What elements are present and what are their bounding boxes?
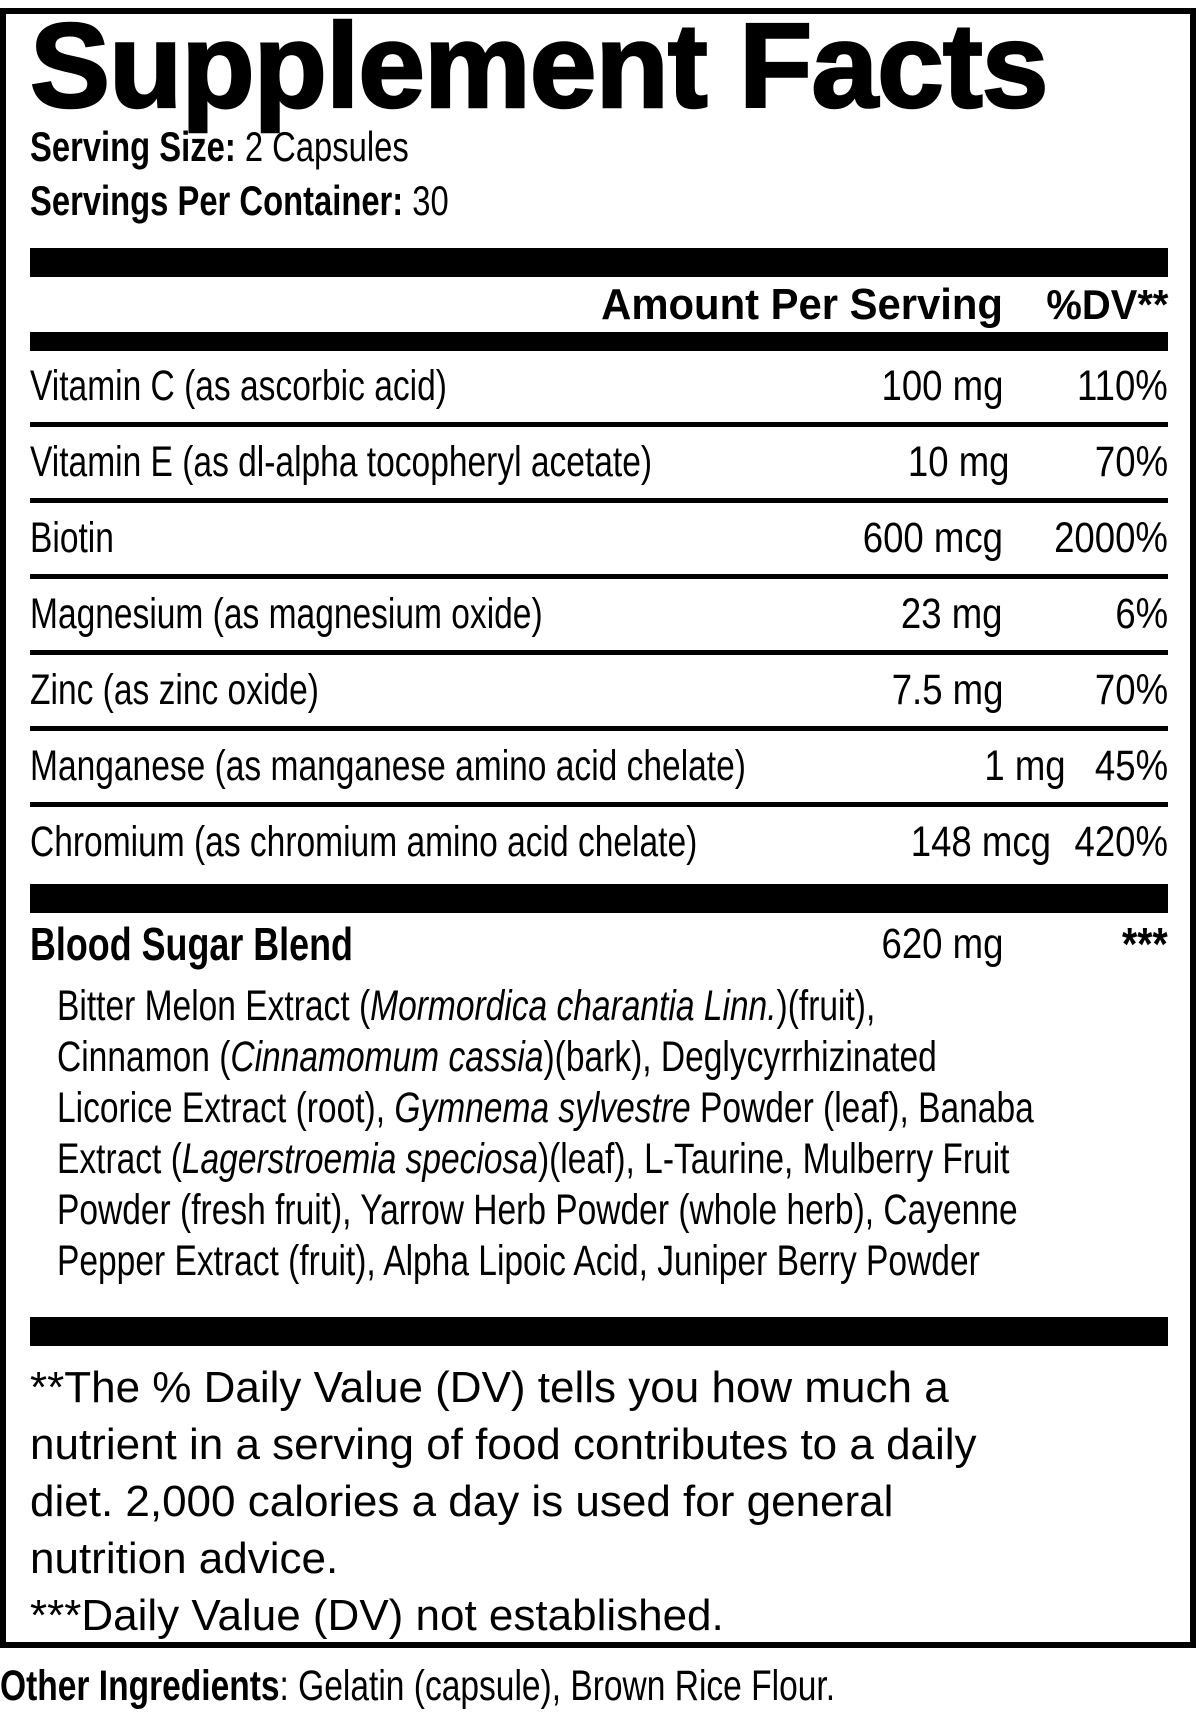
nutrient-name: Vitamin E (as dl-alpha tocopheryl acetat… (30, 438, 653, 486)
table-row: Biotin 600 mcg 2000% (30, 503, 1168, 579)
blend-name: Blood Sugar Blend (30, 918, 353, 970)
table-row: Vitamin C (as ascorbic acid) 100 mg 110% (30, 351, 1168, 427)
nutrient-dv: 2000% (1054, 514, 1168, 562)
other-ingredients-line: Other Ingredients: Gelatin (capsule), Br… (0, 1662, 1200, 1711)
other-ingredients-value: : Gelatin (capsule), Brown Rice Flour. (279, 1662, 836, 1710)
other-ingredients-label: Other Ingredients (0, 1662, 280, 1710)
nutrient-amount: 7.5 mg (891, 666, 1003, 714)
blend-header-row: Blood Sugar Blend 620 mg *** (30, 913, 1168, 975)
servings-per-container-value: 30 (412, 177, 449, 224)
servings-per-container-line: Servings Per Container: 30 (30, 174, 1168, 228)
footnote-dv: **The % Daily Value (DV) tells you how m… (30, 1363, 977, 1583)
nutrient-amount: 100 mg (881, 362, 1003, 410)
nutrient-name: Biotin (30, 514, 114, 562)
divider-bar-header (30, 332, 1168, 351)
blend-ingredients: Bitter Melon Extract (Mormordica charant… (57, 982, 1034, 1285)
serving-size-label: Serving Size: (30, 123, 236, 170)
footnote-not-established: ***Daily Value (DV) not established. (30, 1591, 724, 1640)
amount-header: Amount Per Serving (601, 279, 1003, 329)
nutrient-dv: 6% (1115, 590, 1168, 638)
nutrient-name: Manganese (as manganese amino acid chela… (30, 742, 746, 790)
table-row: Vitamin E (as dl-alpha tocopheryl acetat… (30, 427, 1168, 503)
nutrient-dv: 45% (1094, 742, 1168, 790)
footnotes: **The % Daily Value (DV) tells you how m… (30, 1359, 1035, 1644)
serving-size-line: Serving Size: 2 Capsules (30, 120, 1168, 174)
table-row: Zinc (as zinc oxide) 7.5 mg 70% (30, 655, 1168, 731)
nutrient-name: Vitamin C (as ascorbic acid) (30, 362, 447, 410)
nutrient-amount: 148 mcg (910, 818, 1051, 866)
nutrient-amount: 600 mcg (862, 514, 1003, 562)
blend-dv: *** (1122, 918, 1168, 970)
nutrient-name: Zinc (as zinc oxide) (30, 666, 319, 714)
nutrient-dv: 70% (1094, 438, 1168, 486)
nutrient-amount: 23 mg (901, 590, 1003, 638)
nutrient-dv: 420% (1074, 818, 1168, 866)
nutrient-dv: 110% (1077, 362, 1168, 410)
servings-per-container-label: Servings Per Container: (30, 177, 404, 224)
divider-bar-top (30, 248, 1168, 277)
serving-info: Serving Size: 2 Capsules Servings Per Co… (30, 120, 1168, 228)
serving-size-value: 2 Capsules (244, 123, 409, 170)
table-row: Manganese (as manganese amino acid chela… (30, 731, 1168, 807)
dv-header: %DV** (1046, 280, 1168, 328)
label-title: Supplement Facts (29, 0, 1050, 133)
nutrient-name: Magnesium (as magnesium oxide) (30, 590, 543, 638)
nutrient-table: Vitamin C (as ascorbic acid) 100 mg 110%… (30, 351, 1168, 878)
nutrient-dv: 70% (1094, 666, 1168, 714)
divider-bar-footnote (30, 1317, 1168, 1346)
table-row: Chromium (as chromium amino acid chelate… (30, 807, 1168, 878)
table-row: Magnesium (as magnesium oxide) 23 mg 6% (30, 579, 1168, 655)
nutrient-name: Chromium (as chromium amino acid chelate… (30, 818, 698, 866)
divider-bar-blend (30, 884, 1168, 913)
nutrient-amount: 1 mg (984, 742, 1066, 790)
column-header-row: Amount Per Serving %DV** (30, 277, 1168, 332)
label-panel: Supplement Facts Serving Size: 2 Capsule… (0, 0, 1196, 1648)
nutrient-amount: 10 mg (908, 438, 1010, 486)
blend-amount: 620 mg (881, 919, 1003, 968)
